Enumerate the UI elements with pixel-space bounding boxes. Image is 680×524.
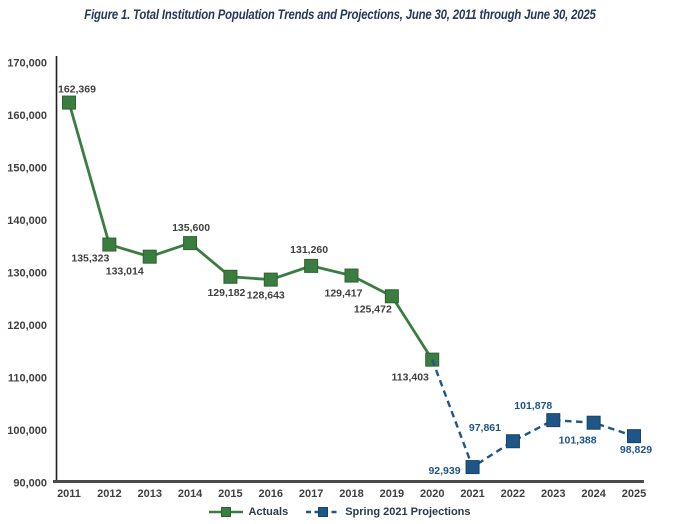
- chart-legend: Actuals Spring 2021 Projections: [0, 503, 680, 521]
- actuals-legend-marker: [221, 507, 232, 517]
- x-axis-tick-label: 2023: [541, 488, 565, 500]
- actuals-data-point-marker: [344, 268, 359, 283]
- actuals-data-label: 135,600: [172, 222, 210, 234]
- actuals-data-point-marker: [263, 272, 278, 287]
- actuals-data-label: 129,182: [207, 287, 245, 299]
- actuals-line: [67, 102, 434, 361]
- x-axis-tick-label: 2015: [218, 488, 242, 500]
- x-axis-tick-label: 2011: [57, 488, 81, 500]
- y-axis-tick-label: 160,000: [7, 110, 47, 122]
- x-axis-tick-label: 2025: [622, 488, 646, 500]
- spring-2021-projections-data-point-marker: [586, 415, 601, 430]
- actuals-data-point-marker: [304, 258, 319, 273]
- spring-2021-projections-line: [431, 359, 635, 469]
- spring-2021-projections-data-label: 98,829: [620, 444, 652, 456]
- spring-2021-projections-data-label: 92,939: [428, 465, 460, 477]
- legend-item-spring-2021-projections: Spring 2021 Projections: [306, 506, 471, 518]
- spring-2021-projections-data-point-marker: [626, 429, 641, 444]
- x-axis-tick-label: 2012: [97, 488, 121, 500]
- legend-label-actuals: Actuals: [248, 506, 289, 518]
- x-axis-tick-label: 2013: [137, 488, 161, 500]
- x-axis-tick-label: 2024: [581, 488, 606, 500]
- actuals-data-point-marker: [62, 95, 76, 110]
- legend-item-actuals: Actuals: [209, 506, 288, 518]
- x-axis-tick-label: 2021: [460, 488, 484, 500]
- y-axis-tick-label: 140,000: [7, 215, 47, 227]
- legend-label-spring-2021-projections: Spring 2021 Projections: [345, 506, 471, 518]
- x-axis-tick-label: 2016: [259, 488, 283, 500]
- actuals-data-label: 125,472: [354, 303, 392, 315]
- x-axis-tick-label: 2014: [178, 488, 203, 500]
- actuals-data-label: 131,260: [290, 244, 328, 256]
- actuals-data-label: 129,417: [325, 288, 363, 300]
- actuals-legend-swatch-icon: [209, 507, 244, 517]
- x-axis-tick-label: 2022: [501, 488, 525, 500]
- x-axis-tick-label: 2017: [299, 488, 323, 500]
- spring-2021-projections-data-label: 97,861: [469, 422, 501, 434]
- actuals-data-point-marker: [384, 289, 399, 304]
- x-axis-tick-label: 2018: [339, 488, 363, 500]
- spring-2021-projections-legend-swatch-icon: [306, 507, 341, 517]
- actuals-data-point-marker: [142, 249, 157, 264]
- actuals-data-label: 133,014: [106, 266, 144, 278]
- spring-2021-projections-data-label: 101,878: [514, 400, 552, 412]
- y-axis-tick-label: 100,000: [7, 425, 47, 437]
- chart-title: Figure 1. Total Institution Population T…: [84, 7, 596, 22]
- x-axis-tick-label: 2020: [420, 488, 444, 500]
- actuals-data-label: 135,323: [71, 253, 109, 265]
- spring-2021-projections-data-label: 101,388: [559, 435, 597, 447]
- y-axis-tick-label: 150,000: [7, 163, 47, 175]
- actuals-data-label: 128,643: [247, 290, 285, 302]
- x-axis-tick-label: 2019: [380, 488, 404, 500]
- spring-2021-projections-data-point-marker: [546, 413, 561, 428]
- actuals-data-point-marker: [183, 236, 198, 251]
- spring-2021-projections-data-point-marker: [465, 460, 480, 475]
- y-axis-tick-label: 90,000: [13, 478, 47, 490]
- spring-2021-projections-legend-marker: [318, 507, 329, 517]
- y-axis-tick-label: 130,000: [7, 268, 47, 280]
- y-axis-tick-label: 170,000: [7, 58, 47, 70]
- actuals-data-point-marker: [223, 269, 238, 284]
- spring-2021-projections-data-point-marker: [505, 434, 520, 449]
- actuals-data-label: 113,403: [392, 372, 430, 384]
- actuals-data-label: 162,369: [58, 84, 96, 96]
- actuals-data-point-marker: [102, 237, 117, 252]
- y-axis-tick-label: 110,000: [8, 373, 47, 385]
- y-axis-tick-label: 120,000: [7, 320, 47, 332]
